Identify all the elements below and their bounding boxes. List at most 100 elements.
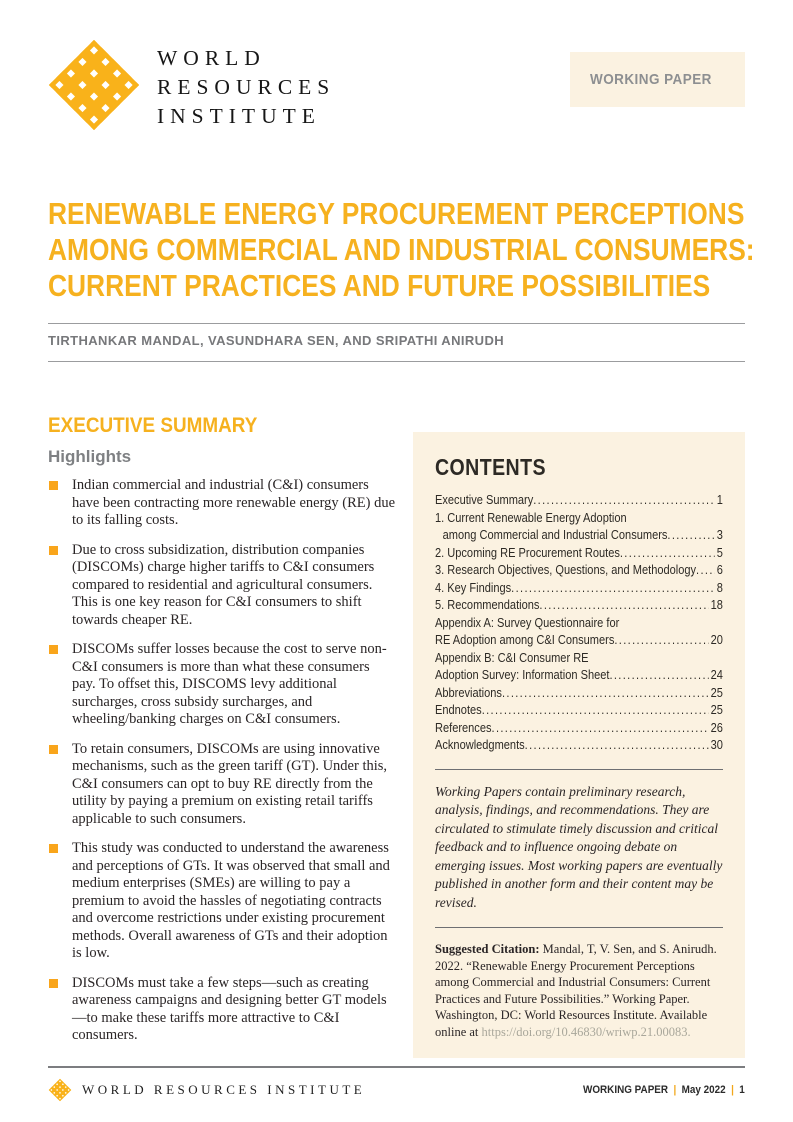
- highlight-text: Indian commercial and industrial (C&I) c…: [72, 477, 396, 528]
- executive-summary-heading: EXECUTIVE SUMMARY: [48, 414, 258, 437]
- bullet-square-icon: [49, 744, 58, 754]
- toc-page-number: 3: [716, 527, 723, 542]
- footer-page-number: 1: [739, 1084, 745, 1096]
- highlight-text: DISCOMs suffer losses because the cost t…: [72, 641, 387, 727]
- toc-label: Executive Summary: [435, 492, 534, 507]
- toc-page-number: 8: [716, 579, 723, 595]
- toc-leader: [667, 526, 715, 544]
- highlight-text: Due to cross subsidization, distribution…: [72, 541, 375, 628]
- contents-heading: CONTENTS: [435, 454, 546, 480]
- toc-leader: [539, 596, 708, 614]
- bullet-square-icon: [49, 645, 58, 654]
- working-paper-badge: WORKING PAPER: [570, 52, 745, 107]
- toc-label: 3. Research Objectives, Questions, and M…: [435, 562, 697, 577]
- toc-entry[interactable]: 5. Recommendations 18: [435, 596, 723, 614]
- highlights-list: Indian commercial and industrial (C&I) c…: [48, 477, 395, 1045]
- footer: WORLD RESOURCES INSTITUTE WORKING PAPER …: [48, 1078, 745, 1102]
- toc-page-number: 25: [710, 702, 723, 717]
- toc-entry[interactable]: Appendix A: Survey Questionnaire for RE …: [435, 614, 723, 649]
- paper-title: RENEWABLE ENERGY PROCUREMENT PERCEPTIONS…: [48, 196, 793, 304]
- toc-entry[interactable]: Acknowledgments 30: [435, 736, 723, 754]
- paper-title-line: CURRENT PRACTICES AND FUTURE POSSIBILITI…: [48, 268, 711, 303]
- highlight-item: Due to cross subsidization, distribution…: [48, 542, 395, 630]
- working-paper-disclaimer: Working Papers contain preliminary resea…: [435, 783, 723, 910]
- brand-wordmark-line: WORLD: [157, 46, 266, 70]
- toc-entry[interactable]: Appendix B: C&I Consumer RE Adoption Sur…: [435, 649, 723, 684]
- toc-leader: [614, 631, 709, 649]
- highlight-item: To retain consumers, DISCOMs are using i…: [48, 741, 395, 829]
- toc-page-number: 26: [710, 719, 723, 735]
- bullet-square-icon: [49, 844, 58, 853]
- footer-org-name: WORLD RESOURCES INSTITUTE: [82, 1082, 366, 1097]
- toc-leader: [525, 736, 709, 754]
- toc-leader: [502, 684, 709, 702]
- toc-entry[interactable]: References 26: [435, 719, 723, 737]
- toc-leader: [609, 666, 708, 684]
- toc-page-number: 30: [710, 737, 723, 752]
- footer-divider: [48, 1066, 745, 1068]
- contents-divider: [435, 927, 723, 928]
- toc-label: 4. Key Findings: [435, 579, 512, 595]
- toc-label: Endnotes: [435, 702, 482, 717]
- footer-separator: |: [731, 1084, 735, 1096]
- toc-page-number: 25: [710, 684, 723, 700]
- paper-title-line: AMONG COMMERCIAL AND INDUSTRIAL CONSUMER…: [48, 232, 755, 267]
- authors-line: TIRTHANKAR MANDAL, VASUNDHARA SEN, AND S…: [48, 333, 505, 348]
- toc-entry[interactable]: 2. Upcoming RE Procurement Routes 5: [435, 544, 723, 562]
- brand-wordmark-line: INSTITUTE: [157, 104, 321, 128]
- toc-page-number: 1: [716, 492, 723, 507]
- toc-page-number: 18: [710, 597, 723, 612]
- highlight-text: This study was conducted to understand t…: [72, 840, 390, 961]
- toc-label-continued: RE Adoption among C&I Consumers: [435, 632, 615, 647]
- paper-title-line: RENEWABLE ENERGY PROCUREMENT PERCEPTIONS: [48, 196, 745, 231]
- toc-entry[interactable]: Abbreviations 25: [435, 684, 723, 702]
- brand-wordmark-line: RESOURCES: [157, 75, 336, 99]
- toc-label-continued: among Commercial and Industrial Consumer…: [442, 527, 668, 542]
- contents-box: CONTENTS Executive Summary 1 1. Current …: [413, 432, 745, 1058]
- bullet-square-icon: [49, 978, 58, 988]
- toc-label: 5. Recommendations: [435, 597, 540, 612]
- toc-label: 1. Current Renewable Energy Adoption: [435, 509, 627, 525]
- highlight-item: DISCOMs must take a few steps—such as cr…: [48, 975, 395, 1045]
- contents-divider: [435, 768, 723, 770]
- toc-label: Abbreviations: [435, 684, 502, 700]
- toc-label: Acknowledgments: [435, 737, 525, 752]
- bullet-square-icon: [49, 545, 58, 555]
- highlight-item: Indian commercial and industrial (C&I) c…: [48, 477, 395, 530]
- toc-entry[interactable]: 3. Research Objectives, Questions, and M…: [435, 561, 723, 579]
- toc-page-number: 6: [716, 562, 723, 577]
- toc-entry[interactable]: 1. Current Renewable Energy Adoption amo…: [435, 509, 723, 544]
- toc-entry[interactable]: Endnotes 25: [435, 701, 723, 719]
- doi-link[interactable]: https://doi.org/10.46830/wriwp.21.00083.: [481, 1024, 691, 1039]
- footer-doc-type: WORKING PAPER: [583, 1084, 669, 1096]
- highlights-subheading: Highlights: [48, 447, 132, 466]
- highlight-item: DISCOMs suffer losses because the cost t…: [48, 641, 395, 729]
- highlight-item: This study was conducted to understand t…: [48, 840, 395, 963]
- toc-leader: [482, 701, 709, 719]
- highlight-text: DISCOMs must take a few steps—such as cr…: [72, 974, 387, 1044]
- toc-entry[interactable]: 4. Key Findings 8: [435, 579, 723, 597]
- working-paper-badge-label: WORKING PAPER: [589, 71, 712, 88]
- suggested-citation-label: Suggested Citation:: [435, 942, 540, 956]
- suggested-citation: Suggested Citation: Mandal, T, V. Sen, a…: [435, 941, 723, 1040]
- footer-date: May 2022: [681, 1084, 726, 1096]
- highlight-text: To retain consumers, DISCOMs are using i…: [72, 740, 388, 827]
- toc-page-number: 20: [710, 632, 723, 647]
- toc-leader: [620, 544, 715, 562]
- toc-page-number: 24: [710, 667, 723, 682]
- executive-summary-section: EXECUTIVE SUMMARY Highlights Indian comm…: [48, 414, 395, 1057]
- bullet-square-icon: [49, 481, 58, 490]
- divider: [48, 323, 745, 324]
- toc-page-number: 5: [716, 544, 723, 560]
- brand-wordmark: WORLD RESOURCES INSTITUTE: [157, 44, 335, 131]
- toc-entry[interactable]: Executive Summary 1: [435, 491, 723, 509]
- toc-label: Appendix B: C&I Consumer RE: [435, 649, 589, 665]
- toc-leader: [696, 561, 715, 579]
- wri-logo-icon: [48, 1078, 72, 1102]
- toc-leader: [492, 719, 709, 737]
- table-of-contents: Executive Summary 1 1. Current Renewable…: [435, 491, 723, 754]
- toc-label: References: [435, 719, 492, 735]
- toc-label-continued: Adoption Survey: Information Sheet: [435, 667, 610, 682]
- toc-leader: [533, 491, 715, 509]
